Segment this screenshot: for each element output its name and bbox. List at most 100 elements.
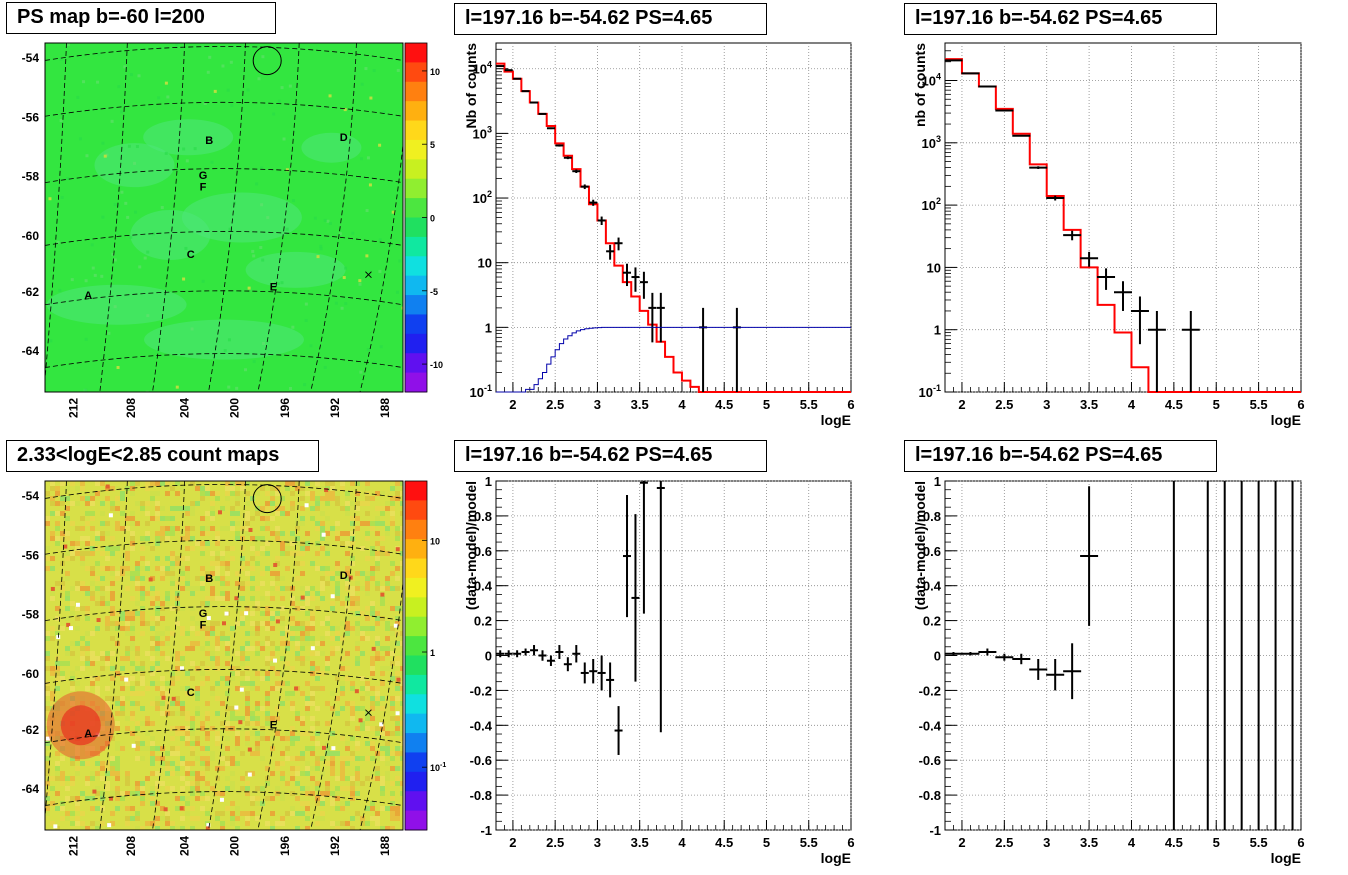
map2-map-pixel [270, 736, 275, 741]
map2-map-pixel [160, 686, 165, 691]
res1-data-point [555, 645, 564, 659]
map2-map-pixel [385, 621, 390, 626]
map2-map-pixel [285, 511, 290, 516]
map2-map-pixel [160, 526, 165, 531]
map1-map-pixel [227, 338, 231, 342]
spec2-data-point [1046, 195, 1065, 201]
map2-map-pixel [305, 586, 310, 591]
map2-map-pixel [255, 491, 260, 496]
res2-x-tick-label: 3.5 [1080, 835, 1098, 850]
map2-map-pixel [145, 561, 150, 566]
map2-map-pixel [275, 716, 280, 721]
map1-colorbar-band [405, 62, 427, 83]
res2-y-tick-label: 0 [934, 649, 941, 664]
map2-map-pixel [180, 656, 185, 661]
map2-map-pixel [310, 746, 315, 751]
map2-map-pixel [205, 741, 210, 746]
map2-map-pixel [350, 786, 355, 791]
map2-map-pixel [245, 821, 250, 826]
map2-map-pixel [145, 786, 150, 791]
map2-map-pixel [185, 736, 190, 741]
map2-map-pixel [375, 586, 380, 591]
map2-map-pixel [350, 736, 355, 741]
map1-map-pixel [84, 279, 88, 283]
map2-map-pixel [220, 811, 225, 816]
map2-map-pixel [260, 621, 265, 626]
map2-map-pixel [95, 806, 100, 811]
map2-map-pixel [175, 626, 180, 631]
map2-map-pixel [190, 731, 195, 736]
res1-data-point [597, 655, 606, 691]
map2-x-tick-label: 188 [378, 836, 392, 856]
map2-graticule-latitude [45, 791, 403, 806]
map2-map-noise-pixel [396, 677, 401, 682]
map2-map-pixel [165, 771, 170, 776]
spec1-axes: 2 2.5 3 3.5 4 4.5 5 5.5 610-1110102103104logENb … [463, 42, 855, 428]
map1-map-blob [46, 284, 187, 325]
map2-map-pixel [270, 486, 275, 491]
map2-map-pixel [195, 711, 200, 716]
res2-data-point [1063, 643, 1082, 700]
map2-map-pixel [400, 536, 403, 541]
map2-map-pixel [105, 651, 110, 656]
map2-map-pixel [205, 676, 210, 681]
map2-map-pixel [380, 611, 385, 616]
map2-map-pixel [205, 781, 210, 786]
map2-map-pixel [260, 526, 265, 531]
map2-map-pixel [230, 801, 235, 806]
map2-map-pixel [200, 551, 205, 556]
map2-map-pixel [265, 501, 270, 506]
map2-colorbar-band [405, 481, 427, 501]
map2-map-pixel [385, 761, 390, 766]
map2-map-pixel [190, 606, 195, 611]
map2-map-pixel [175, 656, 180, 661]
spec1-data-point [546, 127, 555, 130]
map2-map-pixel [325, 751, 330, 756]
map2-map-pixel [100, 821, 105, 826]
map2-map-pixel [300, 506, 305, 511]
map2-map-pixel [165, 516, 170, 521]
map2-map-pixel [210, 561, 215, 566]
map2-map-pixel [150, 721, 155, 726]
map2-map-pixel [175, 606, 180, 611]
map2-map-pixel [315, 666, 320, 671]
map2-map-noise-pixel [124, 677, 129, 682]
map2-map-pixel [265, 716, 270, 721]
map2-graticule-longitude [152, 481, 186, 830]
map2-map-pixel [60, 581, 65, 586]
map2-map-pixel [355, 596, 360, 601]
map2-map-pixel [170, 736, 175, 741]
map2-map-pixel [65, 531, 70, 536]
map2-map-pixel [200, 726, 205, 731]
map2-map-pixel [130, 531, 135, 536]
map2-map-pixel [345, 741, 350, 746]
map1-map-pixel [326, 219, 330, 223]
map2-map-pixel [345, 661, 350, 666]
map2-map-pixel [90, 761, 95, 766]
map2-map-pixel [120, 711, 125, 716]
map2-map-pixel [335, 711, 340, 716]
map2-map-pixel [140, 781, 145, 786]
map2-map-pixel [395, 496, 400, 501]
map2-map-pixel [265, 676, 270, 681]
map2-map-pixel [400, 801, 403, 806]
map2-map-pixel [330, 691, 335, 696]
map2-map-pixel [210, 491, 215, 496]
map2-map-pixel [210, 586, 215, 591]
map2-map-pixel [90, 661, 95, 666]
map2-map-pixel [140, 616, 145, 621]
map2-map-pixel [215, 566, 220, 571]
map2-map-pixel [130, 641, 135, 646]
map2-map-pixel [350, 481, 355, 486]
map2-map-pixel [265, 711, 270, 716]
map2-map-pixel [115, 736, 120, 741]
map1-map-pixel [201, 279, 205, 283]
map2-map-pixel [285, 761, 290, 766]
map2-map-pixel [200, 581, 205, 586]
map2-map-pixel [120, 526, 125, 531]
map2-map-pixel [195, 781, 200, 786]
map2-map-pixel [90, 776, 95, 781]
map1-colorbar-tick-label: 5 [430, 140, 435, 150]
map2-map-pixel [335, 566, 340, 571]
map1-graticule-latitude [45, 231, 403, 246]
